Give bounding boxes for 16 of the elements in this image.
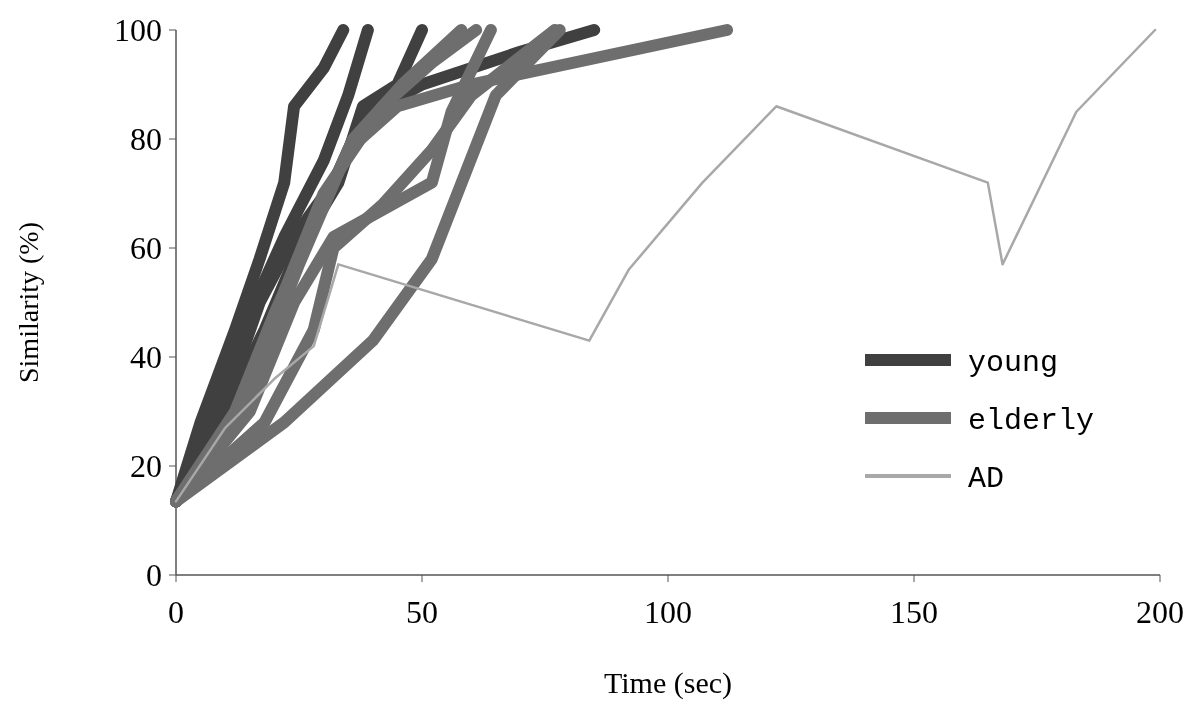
x-tick-label: 100 [644, 594, 692, 630]
y-tick-label: 20 [130, 448, 162, 485]
x-tick-label: 50 [406, 594, 438, 630]
y-tick-label: 80 [130, 121, 162, 158]
y-axis-title: Similarity (%) [13, 222, 44, 383]
y-tick-label: 0 [146, 557, 162, 594]
legend-label: young [968, 345, 1059, 380]
y-tick-label: 100 [114, 12, 162, 49]
y-tick-label: 40 [130, 339, 162, 376]
x-axis-title: Time (sec) [603, 666, 733, 700]
x-tick-label: 150 [890, 594, 938, 630]
x-tick-label: 200 [1136, 594, 1184, 630]
legend-label: elderly [968, 403, 1095, 438]
legend-label: AD [968, 461, 1005, 496]
y-tick-label: 60 [130, 230, 162, 267]
x-tick-label: 0 [168, 594, 184, 630]
